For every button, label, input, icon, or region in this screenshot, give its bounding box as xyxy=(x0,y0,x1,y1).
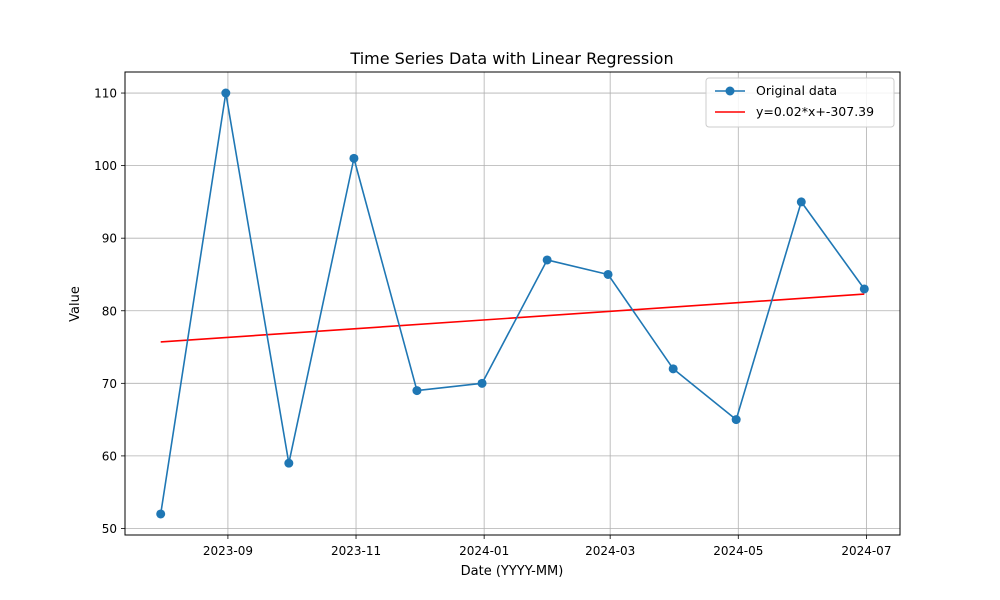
y-tick-label: 80 xyxy=(102,304,117,318)
x-axis-label: Date (YYYY-MM) xyxy=(461,564,564,579)
legend-original-data-label: Original data xyxy=(756,83,837,98)
legend: Original data y=0.02*x+-307.39 xyxy=(705,77,895,128)
data-point xyxy=(221,88,231,98)
legend-box xyxy=(705,77,895,128)
y-tick-label: 60 xyxy=(102,449,117,463)
regression-layer xyxy=(160,293,865,343)
data-point xyxy=(731,415,741,425)
legend-regression-label: y=0.02*x+-307.39 xyxy=(756,104,874,119)
x-tick-label: 2023-09 xyxy=(203,544,253,558)
x-tick-label: 2024-03 xyxy=(585,544,635,558)
data-point xyxy=(477,378,487,388)
grid-layer xyxy=(125,72,900,535)
chart-title: Time Series Data with Linear Regression xyxy=(349,49,673,68)
y-tick-label: 70 xyxy=(102,377,117,391)
data-point xyxy=(603,269,613,279)
original-data-line xyxy=(159,92,865,515)
x-tick-label: 2024-01 xyxy=(459,544,509,558)
data-point xyxy=(859,284,869,294)
y-axis-label: Value xyxy=(68,286,83,322)
tick-layer: 2023-09 2023-11 2024-01 2024-03 2024-05 2024-… xyxy=(94,87,891,558)
x-tick-label: 2023-11 xyxy=(331,544,381,558)
data-point xyxy=(542,255,552,265)
data-point xyxy=(668,364,678,374)
plot-frame xyxy=(124,71,901,536)
data-point xyxy=(349,153,359,163)
data-point xyxy=(412,386,422,396)
series-layer xyxy=(156,88,869,519)
y-tick-label: 100 xyxy=(94,159,117,173)
data-point xyxy=(796,197,806,207)
y-tick-label: 110 xyxy=(94,87,117,101)
regression-line xyxy=(160,293,865,343)
x-tick-label: 2024-05 xyxy=(713,544,763,558)
data-point xyxy=(284,458,294,468)
y-tick-label: 90 xyxy=(102,232,117,246)
legend-original-data-marker xyxy=(725,86,735,96)
x-tick-label: 2024-07 xyxy=(841,544,891,558)
y-tick-label: 50 xyxy=(102,522,117,536)
data-point xyxy=(156,509,166,519)
